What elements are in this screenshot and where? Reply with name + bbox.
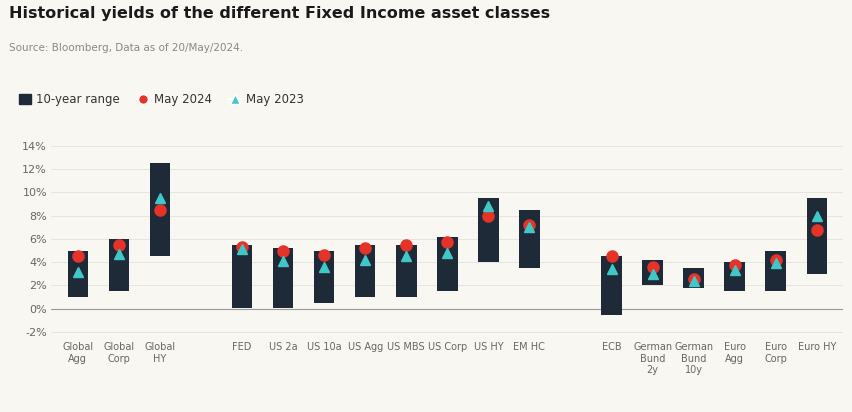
Bar	[396, 245, 417, 297]
Bar	[67, 250, 88, 297]
Bar	[314, 250, 334, 303]
Bar	[232, 245, 252, 308]
Text: Historical yields of the different Fixed Income asset classes: Historical yields of the different Fixed…	[9, 6, 550, 21]
Text: Source: Bloomberg, Data as of 20/May/2024.: Source: Bloomberg, Data as of 20/May/202…	[9, 43, 243, 53]
Bar	[437, 236, 458, 291]
Bar	[150, 163, 170, 256]
Bar	[807, 198, 827, 274]
Bar	[724, 262, 745, 291]
Legend: 10-year range, May 2024, May 2023: 10-year range, May 2024, May 2023	[14, 88, 308, 111]
Bar	[642, 260, 663, 286]
Bar	[478, 198, 498, 262]
Bar	[355, 245, 376, 297]
Bar	[108, 239, 130, 291]
Bar	[765, 250, 786, 291]
Bar	[602, 256, 622, 315]
Bar	[683, 268, 704, 288]
Bar	[273, 248, 293, 308]
Bar	[519, 210, 539, 268]
